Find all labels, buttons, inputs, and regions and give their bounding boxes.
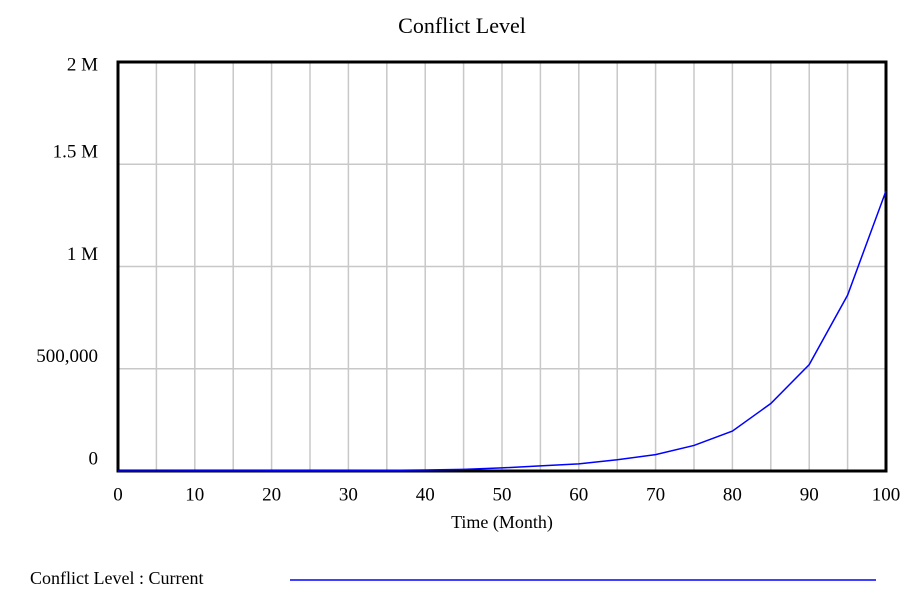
x-tick-label: 40 <box>416 484 435 505</box>
x-tick-label: 70 <box>646 484 665 505</box>
y-tick-label: 2 M <box>67 54 98 75</box>
plot-frame <box>116 60 888 473</box>
x-tick-label: 100 <box>872 484 901 505</box>
x-tick-label: 10 <box>185 484 204 505</box>
legend-label: Conflict Level : Current <box>30 568 203 588</box>
x-tick-label: 20 <box>262 484 281 505</box>
chart-title: Conflict Level <box>398 13 526 38</box>
series-line <box>117 190 887 472</box>
y-tick-label: 1 M <box>67 244 98 265</box>
x-tick-label: 50 <box>493 484 512 505</box>
x-axis-label: Time (Month) <box>451 512 553 533</box>
y-tick-label: 1.5 M <box>53 142 99 163</box>
x-tick-label: 30 <box>339 484 358 505</box>
x-tick-label: 60 <box>569 484 588 505</box>
y-tick-label: 500,000 <box>36 346 98 367</box>
x-tick-label: 90 <box>800 484 819 505</box>
y-tick-label: 0 <box>89 448 99 469</box>
x-tick-label: 0 <box>113 484 123 505</box>
x-tick-label: 80 <box>723 484 742 505</box>
